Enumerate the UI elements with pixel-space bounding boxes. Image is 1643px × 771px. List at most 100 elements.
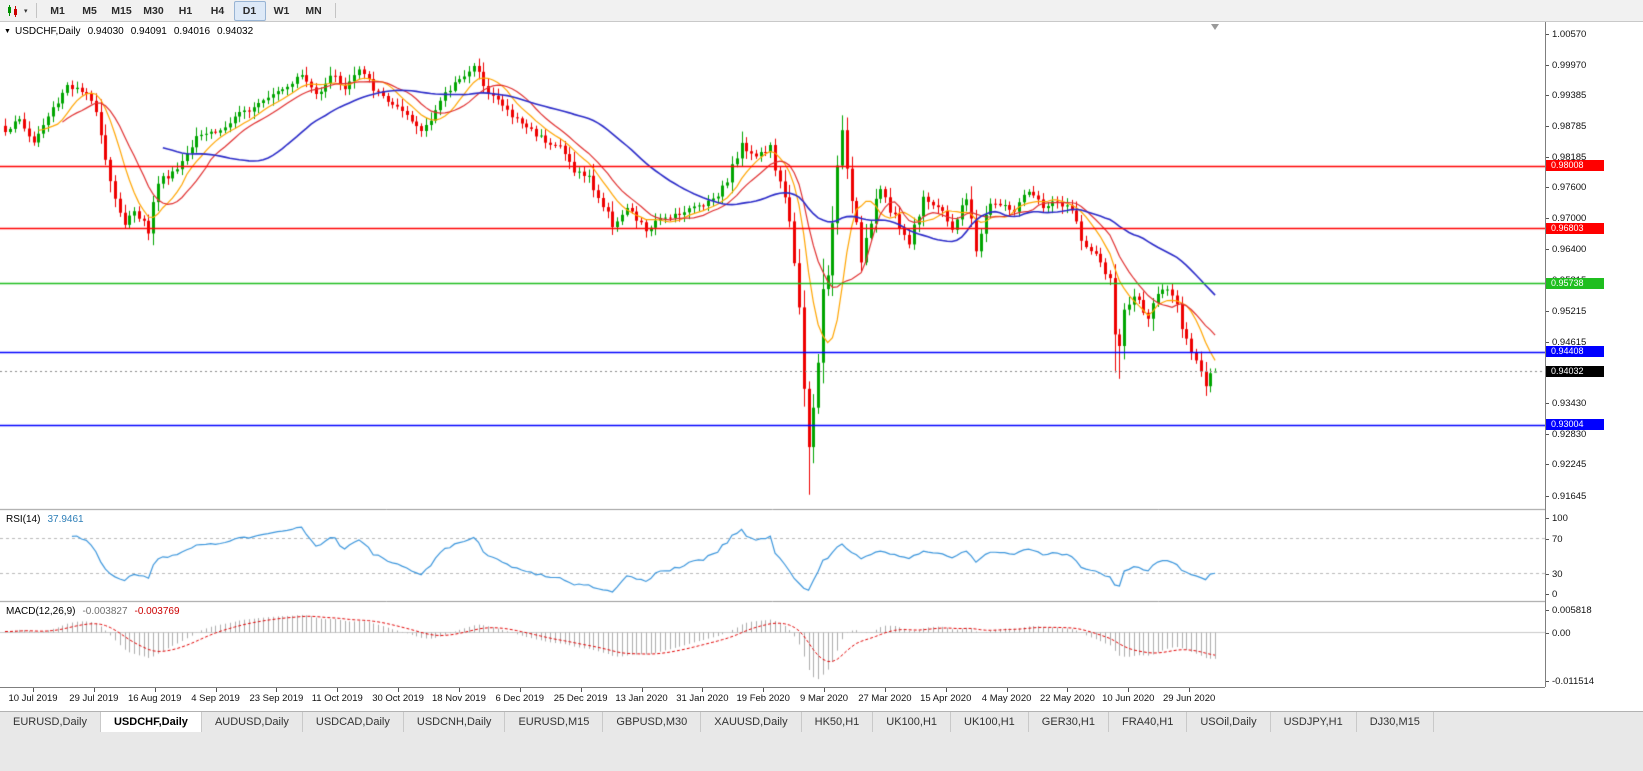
price-axis-label: 0.97600 [1545,182,1587,194]
price-level-tag: 0.96803 [1546,222,1604,234]
open-value: 0.94030 [87,26,124,37]
timeframe-button-m15[interactable]: M15 [111,4,132,17]
rsi-axis-label: 30 [1546,568,1563,580]
time-axis-tick [93,688,95,692]
time-axis-label: 15 Apr 2020 [920,693,972,704]
timeframe-button-m30[interactable]: M30 [143,4,164,17]
timeframes-toolbar: ▾ M1 M5 M15 M30 H1 H4 D1 W1 MN [0,0,1643,22]
time-axis-label: 10 Jun 2020 [1102,693,1155,704]
toolbar-divider [334,3,336,18]
rsi-value: 37.9461 [47,514,84,525]
price-axis-label: 0.92830 [1545,429,1587,441]
macd-indicator-label: MACD(12,26,9) -0.003827 -0.003769 [6,606,187,617]
chart-tab-hk50-h1[interactable]: HK50,H1 [801,712,874,732]
time-axis-tick [154,688,156,692]
time-axis-label: 18 Nov 2019 [432,693,486,704]
price-level-tag: 0.94408 [1546,346,1604,358]
chart-tab-audusd-daily[interactable]: AUDUSD,Daily [201,712,303,732]
price-axis[interactable]: 1.00570 0.99970 0.99385 0.98785 0.98185 0.976… [1545,22,1643,687]
time-axis[interactable]: 10 Jul 2019 29 Jul 2019 16 Aug 2019 4 Sep 2… [0,687,1545,707]
timeframe-button-w1[interactable]: W1 [273,4,290,17]
price-chart-canvas[interactable] [0,22,1545,687]
time-axis-label: 9 Mar 2020 [800,693,849,704]
time-axis-tick [1189,688,1191,692]
time-axis-tick [580,688,582,692]
time-axis-label: 4 May 2020 [981,693,1032,704]
price-axis-label: 1.00570 [1545,28,1587,40]
time-axis-label: 23 Sep 2019 [249,693,304,704]
price-axis-label: 0.98785 [1545,120,1587,132]
macd-axis-label: 0.00 [1546,627,1571,639]
chart-tab-xauusd-daily[interactable]: XAUUSD,Daily [701,712,802,732]
candlestick-chart-icon [8,4,17,17]
price-axis-label: 0.98185 [1545,151,1587,163]
time-axis-tick [1128,688,1130,692]
time-axis-tick [276,688,278,692]
chart-ohlc-label: USDCHF,Daily 0.94030 0.94091 0.94016 0.94032 [15,26,260,37]
time-axis-tick [641,688,643,692]
timeframe-button-m1[interactable]: M1 [50,4,65,17]
timeframe-button-mn[interactable]: MN [305,4,322,17]
time-axis-tick [458,688,460,692]
timeframe-button-h4[interactable]: H4 [210,4,225,17]
time-axis-tick [1067,688,1069,692]
rsi-name: RSI(14) [6,514,41,525]
chevron-down-icon: ▾ [24,7,28,15]
chart-tab-eurusd-m15[interactable]: EURUSD,M15 [505,712,604,732]
price-axis-label: 0.99970 [1545,59,1587,71]
timeframe-button-m5[interactable]: M5 [82,4,97,17]
time-axis-label: 10 Jul 2019 [8,693,58,704]
time-axis-tick [763,688,765,692]
time-axis-label: 25 Dec 2019 [553,693,608,704]
time-axis-label: 16 Aug 2019 [128,693,182,704]
price-axis-label: 0.95215 [1545,305,1587,317]
price-axis-label: 0.97000 [1545,213,1587,225]
time-axis-tick [519,688,521,692]
chart-tab-usoil-daily[interactable]: USOil,Daily [1187,712,1271,732]
chart-tab-usdjpy-h1[interactable]: USDJPY,H1 [1270,712,1357,732]
timeframe-button-d1[interactable]: D1 [233,0,266,21]
chart-tab-dj30-m15[interactable]: DJ30,M15 [1356,712,1434,732]
time-axis-label: 29 Jul 2019 [69,693,119,704]
chart-tab-uk100-h1[interactable]: UK100,H1 [951,712,1029,732]
chart-tab-eurusd-daily[interactable]: EURUSD,Daily [0,712,101,732]
one-click-trading-toggle[interactable]: ▼ [4,28,11,35]
time-axis-label: 6 Dec 2019 [495,693,545,704]
timeframe-button-h1[interactable]: H1 [178,4,193,17]
time-axis-label: 30 Oct 2019 [372,693,424,704]
price-axis-label: 0.94615 [1545,336,1587,348]
time-axis-tick [884,688,886,692]
chart-tab-usdchf-daily[interactable]: USDCHF,Daily [100,712,202,732]
chart-tab-uk100-h1[interactable]: UK100,H1 [873,712,952,732]
time-axis-label: 29 Jun 2020 [1162,693,1216,704]
chart-tab-usdcad-daily[interactable]: USDCAD,Daily [302,712,404,732]
time-axis-label: 31 Jan 2020 [676,693,729,704]
time-axis-label: 13 Jan 2020 [615,693,668,704]
time-axis-tick [215,688,217,692]
price-axis-label: 0.99385 [1545,89,1587,101]
chart-tab-gbpusd-m30[interactable]: GBPUSD,M30 [603,712,702,732]
rsi-axis-label: 100 [1546,513,1568,524]
price-axis-label: 0.91645 [1545,490,1587,502]
macd-axis-label: -0.011514 [1545,676,1595,687]
time-axis-label: 27 Mar 2020 [858,693,912,704]
low-value: 0.94016 [173,26,211,37]
chart-tab-ger30-h1[interactable]: GER30,H1 [1028,712,1109,732]
macd-signal-value: -0.003769 [134,606,180,617]
time-axis-label: 22 May 2020 [1039,693,1095,704]
price-level-tag: 0.98008 [1546,160,1604,172]
rsi-axis-label: 0 [1545,589,1558,600]
chart-tab-fra40-h1[interactable]: FRA40,H1 [1109,712,1188,732]
chart-types-button[interactable]: ▾ [3,2,31,20]
timeframe-buttons: M1 M5 M15 M30 H1 H4 D1 W1 MN [42,0,330,21]
macd-main-value: -0.003827 [82,606,128,617]
chart-tab-usdcnh-daily[interactable]: USDCNH,Daily [403,712,506,732]
toolbar-divider [35,3,37,18]
price-level-tag: 0.95738 [1546,277,1604,289]
symbol-period-label: USDCHF,Daily [15,26,81,37]
time-axis-tick [702,688,704,692]
high-value: 0.94091 [130,26,167,37]
time-axis-tick [337,688,339,692]
price-axis-label: 0.93430 [1545,398,1587,410]
time-axis-label: 11 Oct 2019 [311,693,363,704]
